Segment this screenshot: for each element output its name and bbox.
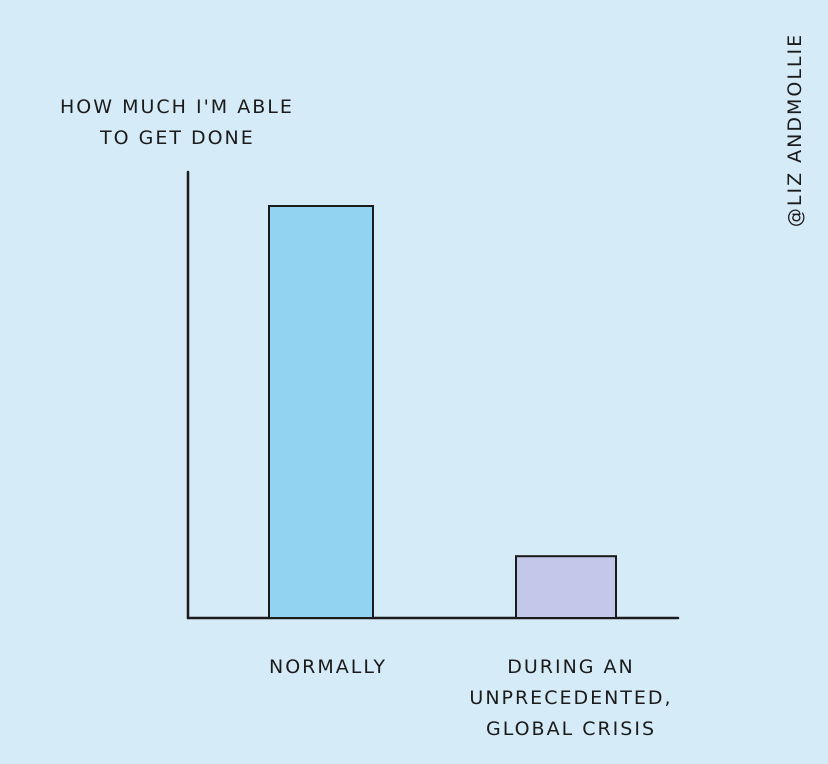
x-tick-label-crisis: DURING AN UNPRECEDENTED, GLOBAL CRISIS <box>421 652 721 745</box>
y-axis-label-line: HOW MUCH I'M ABLE <box>60 96 294 118</box>
x-tick-label-line: DURING AN <box>507 656 635 678</box>
x-tick-label-line: UNPRECEDENTED, <box>469 687 673 709</box>
bar-1 <box>515 555 617 620</box>
x-tick-label-line: NORMALLY <box>268 656 387 678</box>
bar-0 <box>268 205 374 619</box>
x-tick-label-line: GLOBAL CRISIS <box>485 718 657 740</box>
x-tick-label-normally: NORMALLY <box>178 652 478 683</box>
y-axis-label: HOW MUCH I'M ABLE TO GET DONE <box>40 92 340 154</box>
y-axis-label-line: TO GET DONE <box>100 127 255 149</box>
bars-group <box>268 205 617 620</box>
